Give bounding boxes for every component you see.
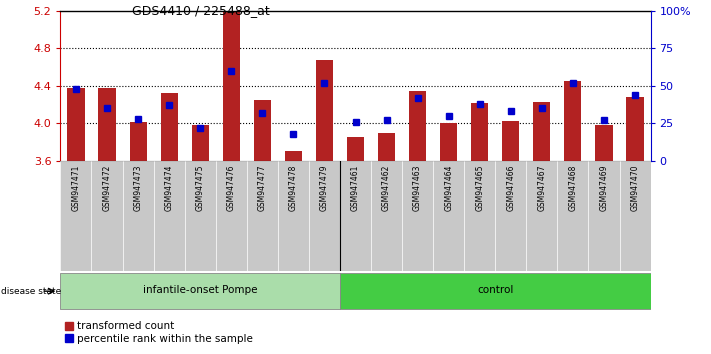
Bar [626, 97, 643, 161]
Legend: transformed count, percentile rank within the sample: transformed count, percentile rank withi… [65, 321, 253, 344]
Bar [402, 161, 433, 271]
Bar [154, 161, 185, 271]
Text: GSM947473: GSM947473 [134, 164, 143, 211]
Bar [254, 100, 271, 161]
Bar [440, 122, 457, 161]
Bar [68, 88, 85, 161]
Text: GSM947470: GSM947470 [631, 164, 639, 211]
Text: GSM947462: GSM947462 [382, 164, 391, 211]
Bar [60, 161, 92, 271]
Text: GSM947479: GSM947479 [320, 164, 329, 211]
Bar [340, 161, 371, 271]
Bar [161, 93, 178, 161]
Text: GSM947464: GSM947464 [444, 164, 453, 211]
Bar [526, 161, 557, 271]
Text: GSM947471: GSM947471 [72, 164, 80, 211]
Bar [215, 161, 247, 271]
Text: GSM947466: GSM947466 [506, 164, 515, 211]
Text: GSM947472: GSM947472 [102, 164, 112, 211]
Bar [471, 103, 488, 161]
Bar [92, 161, 122, 271]
Text: disease state: disease state [1, 287, 62, 296]
Text: GSM947461: GSM947461 [351, 164, 360, 211]
Bar [464, 161, 496, 271]
Bar [589, 161, 619, 271]
Bar [496, 161, 526, 271]
Text: GSM947476: GSM947476 [227, 164, 236, 211]
Bar [533, 102, 550, 161]
Bar [309, 161, 340, 271]
Bar [247, 161, 278, 271]
Text: GSM947463: GSM947463 [413, 164, 422, 211]
Text: GDS4410 / 225488_at: GDS4410 / 225488_at [132, 4, 269, 17]
Text: GSM947467: GSM947467 [538, 164, 546, 211]
Bar [347, 137, 364, 161]
Bar [565, 81, 582, 161]
Bar [285, 151, 302, 161]
Bar [192, 125, 209, 161]
Text: GSM947477: GSM947477 [258, 164, 267, 211]
Text: GSM947465: GSM947465 [475, 164, 484, 211]
Bar [409, 91, 426, 161]
Bar [371, 161, 402, 271]
Bar [278, 161, 309, 271]
Bar [340, 273, 651, 309]
Bar [185, 161, 215, 271]
Bar [129, 121, 146, 161]
Text: GSM947475: GSM947475 [196, 164, 205, 211]
Text: infantile-onset Pompe: infantile-onset Pompe [143, 285, 257, 295]
Text: control: control [477, 285, 513, 295]
Text: GSM947474: GSM947474 [165, 164, 173, 211]
Text: GSM947468: GSM947468 [568, 164, 577, 211]
Bar [60, 273, 340, 309]
Bar [557, 161, 589, 271]
Text: GSM947478: GSM947478 [289, 164, 298, 211]
Bar [619, 161, 651, 271]
Bar [502, 121, 519, 161]
Bar [595, 125, 612, 161]
Bar [122, 161, 154, 271]
Bar [316, 61, 333, 161]
Bar [433, 161, 464, 271]
Bar [99, 88, 116, 161]
Bar [378, 133, 395, 161]
Bar [223, 12, 240, 161]
Text: GSM947469: GSM947469 [599, 164, 609, 211]
